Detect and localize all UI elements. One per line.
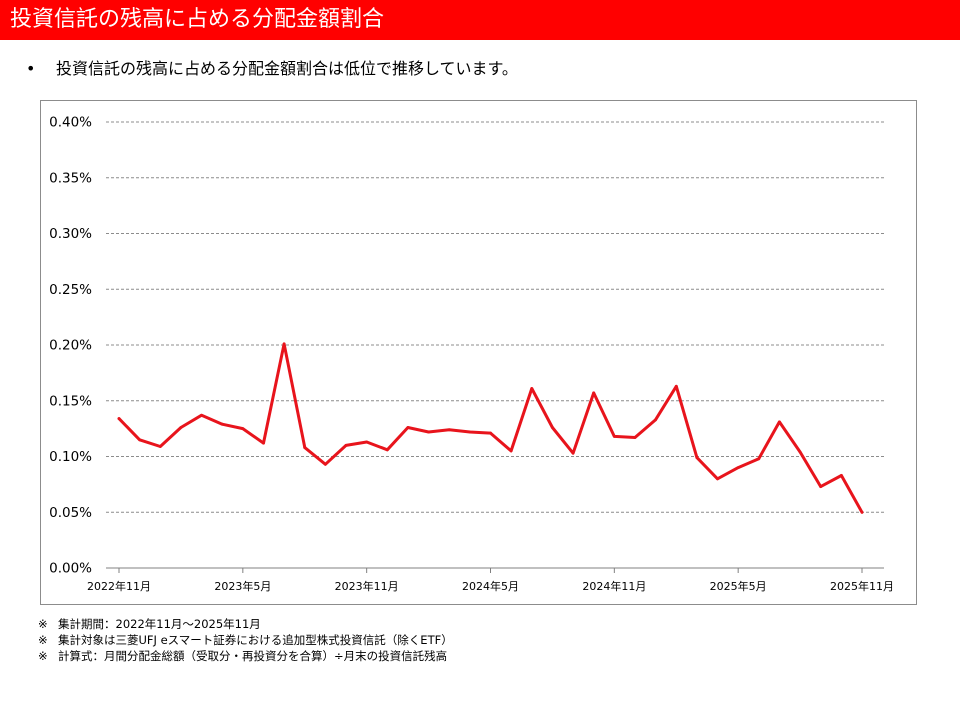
note-mark: ※ (38, 617, 48, 631)
footnote-formula: ※ 計算式：月間分配金総額（受取分・再投資分を合算）÷月末の投資信託残高 (38, 648, 453, 664)
note-text: 計算式：月間分配金総額（受取分・再投資分を合算）÷月末の投資信託残高 (58, 649, 448, 663)
y-tick-label: 0.00% (49, 561, 92, 577)
x-tick-label: 2025年5月 (710, 579, 767, 593)
y-tick-label: 0.40% (49, 115, 92, 131)
data-point (447, 428, 451, 432)
data-point (633, 436, 637, 439)
x-tick-label: 2024年5月 (462, 579, 519, 593)
data-point (489, 431, 492, 435)
bullet-icon: • (26, 59, 36, 78)
series-line (117, 342, 864, 514)
data-point (385, 448, 389, 452)
y-tick-label: 0.10% (49, 449, 92, 465)
note-mark: ※ (38, 649, 48, 663)
footnotes: ※ 集計期間：2022年11月～2025年11月 ※ 集計対象は三菱UFJ eスマー… (38, 616, 453, 664)
data-point (778, 420, 781, 424)
data-point (241, 427, 245, 431)
page-title: 投資信託の残高に占める分配金額割合 (10, 7, 385, 32)
note-text: 集計期間：2022年11月～2025年11月 (58, 617, 261, 631)
x-tick-label: 2022年11月 (87, 579, 151, 593)
summary-bullet: • 投資信託の残高に占める分配金額割合は低位で推移しています。 (26, 58, 518, 80)
data-point (303, 446, 307, 449)
x-tick-label: 2023年11月 (335, 579, 399, 593)
data-point (406, 426, 410, 429)
data-point (592, 391, 596, 395)
data-point (674, 384, 678, 388)
note-mark: ※ (38, 633, 48, 647)
footnote-scope: ※ 集計対象は三菱UFJ eスマート証券における追加型株式投資信託（除くETF） (38, 632, 453, 648)
note-text: 集計対象は三菱UFJ eスマート証券における追加型株式投資信託（除くETF） (58, 633, 453, 647)
data-point (323, 462, 327, 466)
x-tick-label: 2024年11月 (582, 579, 646, 593)
data-point (365, 440, 369, 444)
data-point (220, 422, 224, 426)
data-point (860, 510, 864, 514)
y-tick-label: 0.35% (49, 170, 92, 186)
data-point (654, 418, 658, 422)
data-point (468, 430, 472, 434)
data-point (716, 477, 719, 481)
data-point (757, 457, 761, 461)
data-point (200, 413, 203, 417)
x-tick-label: 2023年5月 (214, 579, 271, 593)
data-point (262, 441, 265, 445)
footnote-period: ※ 集計期間：2022年11月～2025年11月 (38, 616, 453, 632)
y-tick-label: 0.30% (49, 226, 92, 242)
y-tick-label: 0.05% (49, 505, 92, 521)
data-point (509, 449, 513, 453)
data-point (819, 485, 823, 489)
data-point (179, 426, 183, 429)
data-point (839, 474, 843, 477)
data-point (551, 426, 554, 429)
data-point (530, 387, 534, 390)
data-point (282, 342, 286, 346)
x-tick-label: 2025年11月 (830, 579, 894, 593)
data-point (695, 456, 699, 460)
y-tick-label: 0.20% (49, 338, 92, 354)
data-point (138, 438, 142, 442)
data-point (571, 451, 575, 455)
data-point (158, 445, 162, 448)
data-point (798, 450, 802, 454)
data-point (344, 443, 348, 447)
summary-text: 投資信託の残高に占める分配金額割合は低位で推移しています。 (56, 59, 518, 78)
data-point (427, 430, 430, 434)
data-point (117, 417, 121, 420)
line-chart: 0.00% 0.05% 0.10% 0.15% 0.20% 0.25% 0.30% 0.35%… (49, 115, 894, 594)
y-tick-label: 0.25% (49, 282, 92, 298)
y-tick-label: 0.15% (49, 393, 92, 409)
chart-area: 0.00% 0.05% 0.10% 0.15% 0.20% 0.25% 0.30% 0.35%… (40, 100, 917, 605)
data-point (612, 435, 616, 438)
data-point (736, 466, 740, 470)
header-bar: 投資信託の残高に占める分配金額割合 (0, 0, 960, 40)
